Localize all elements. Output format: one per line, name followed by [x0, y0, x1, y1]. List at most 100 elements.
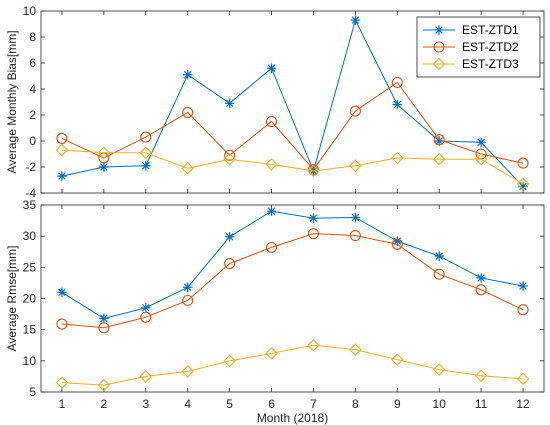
data-point	[474, 152, 488, 166]
x-tick-label: 4	[184, 397, 191, 411]
series-line	[61, 81, 524, 171]
y-tick-label: 10	[23, 4, 37, 18]
y-tick-label: 25	[23, 260, 37, 274]
x-tick-label: 12	[516, 397, 530, 411]
x-tick-label: 1	[59, 397, 66, 411]
data-point	[476, 137, 486, 148]
x-tick-label: 2	[101, 397, 108, 411]
data-point	[350, 15, 361, 25]
data-point	[57, 287, 67, 298]
data-point	[224, 258, 236, 270]
x-tick-label: 8	[352, 397, 359, 411]
legend-entry: EST-ZTD2	[423, 40, 519, 54]
data-point	[391, 151, 404, 165]
x-tick-label: 11	[475, 397, 488, 411]
series-line	[61, 344, 524, 386]
legend-entry: EST-ZTD1	[423, 23, 519, 37]
data-point	[181, 365, 194, 378]
series-line	[61, 149, 524, 185]
data-point	[307, 164, 320, 178]
legend-entry: EST-ZTD3	[423, 57, 519, 71]
bias-panel: -4 -2 0 2 4 6 8 10 Average Monthly Bias[mm] EST-Z…	[5, 4, 545, 200]
data-point	[432, 363, 446, 376]
data-point	[517, 304, 529, 316]
data-point	[140, 311, 152, 323]
x-tick-label: 6	[268, 397, 275, 411]
data-point	[181, 162, 194, 175]
y-axis-title: Average Rmse[mm]	[5, 246, 19, 352]
data-point	[432, 152, 446, 166]
data-point	[518, 281, 528, 291]
y-tick-label: 30	[23, 229, 37, 243]
data-point	[516, 372, 530, 386]
data-point	[55, 376, 69, 389]
data-point	[308, 213, 319, 223]
data-point	[475, 284, 487, 296]
y-tick-label: 5	[29, 385, 36, 399]
data-point	[182, 106, 194, 118]
data-point	[139, 370, 153, 383]
y-tick-label: 35	[23, 198, 37, 212]
data-point	[474, 369, 488, 383]
data-point	[182, 282, 193, 293]
y-tick-label: 20	[23, 292, 37, 306]
data-point	[266, 206, 277, 217]
data-point	[391, 353, 404, 366]
data-point	[99, 313, 109, 324]
x-tick-label: 9	[394, 397, 401, 411]
data-point	[224, 149, 236, 161]
data-point	[57, 171, 67, 181]
data-point	[476, 273, 486, 283]
y-tick-label: 4	[29, 82, 36, 96]
data-point	[266, 63, 277, 73]
data-point	[182, 69, 193, 80]
data-point	[56, 318, 68, 330]
data-point	[265, 115, 278, 128]
y-tick-label: 2	[29, 108, 36, 122]
plot-area	[40, 204, 545, 393]
legend-label: EST-ZTD2	[462, 40, 519, 54]
series-line	[61, 18, 524, 187]
data-point	[140, 160, 151, 171]
series-line	[61, 210, 524, 319]
x-axis-title: Month (2018)	[257, 411, 328, 425]
x-tick-label: 3	[142, 397, 149, 411]
y-tick-label: 10	[23, 354, 37, 368]
data-point	[97, 378, 111, 392]
y-tick-label: 0	[29, 134, 36, 148]
data-point	[98, 322, 110, 334]
data-point	[97, 146, 111, 159]
data-point	[434, 251, 445, 261]
legend-marker	[434, 25, 444, 35]
y-tick-label: 8	[29, 30, 36, 44]
data-point	[265, 347, 278, 360]
legend-marker	[432, 57, 446, 71]
data-point	[516, 177, 530, 191]
data-point	[224, 98, 235, 109]
y-tick-label: -2	[25, 160, 36, 174]
legend-label: EST-ZTD3	[462, 57, 519, 71]
x-tick-label: 10	[433, 397, 447, 411]
data-point	[265, 158, 278, 171]
data-point	[433, 268, 445, 280]
data-point	[307, 338, 320, 352]
series-est-ztd3	[55, 338, 530, 392]
data-point	[349, 105, 361, 117]
series-est-ztd2	[56, 76, 529, 176]
data-point	[349, 343, 362, 356]
legend-marker	[433, 41, 445, 53]
data-point	[55, 143, 69, 157]
data-point	[99, 162, 109, 172]
series-line	[61, 233, 524, 329]
data-point	[349, 159, 362, 172]
data-point	[517, 157, 529, 169]
data-point	[139, 146, 153, 159]
data-point	[223, 354, 236, 368]
data-point	[182, 294, 194, 306]
y-axis-title: Average Monthly Bias[mm]	[5, 30, 19, 173]
data-point	[392, 99, 403, 110]
legend: EST-ZTD1 EST-ZTD2 EST-ZTD3	[416, 16, 541, 78]
x-tick-label: 7	[310, 397, 317, 411]
data-point	[223, 152, 236, 166]
